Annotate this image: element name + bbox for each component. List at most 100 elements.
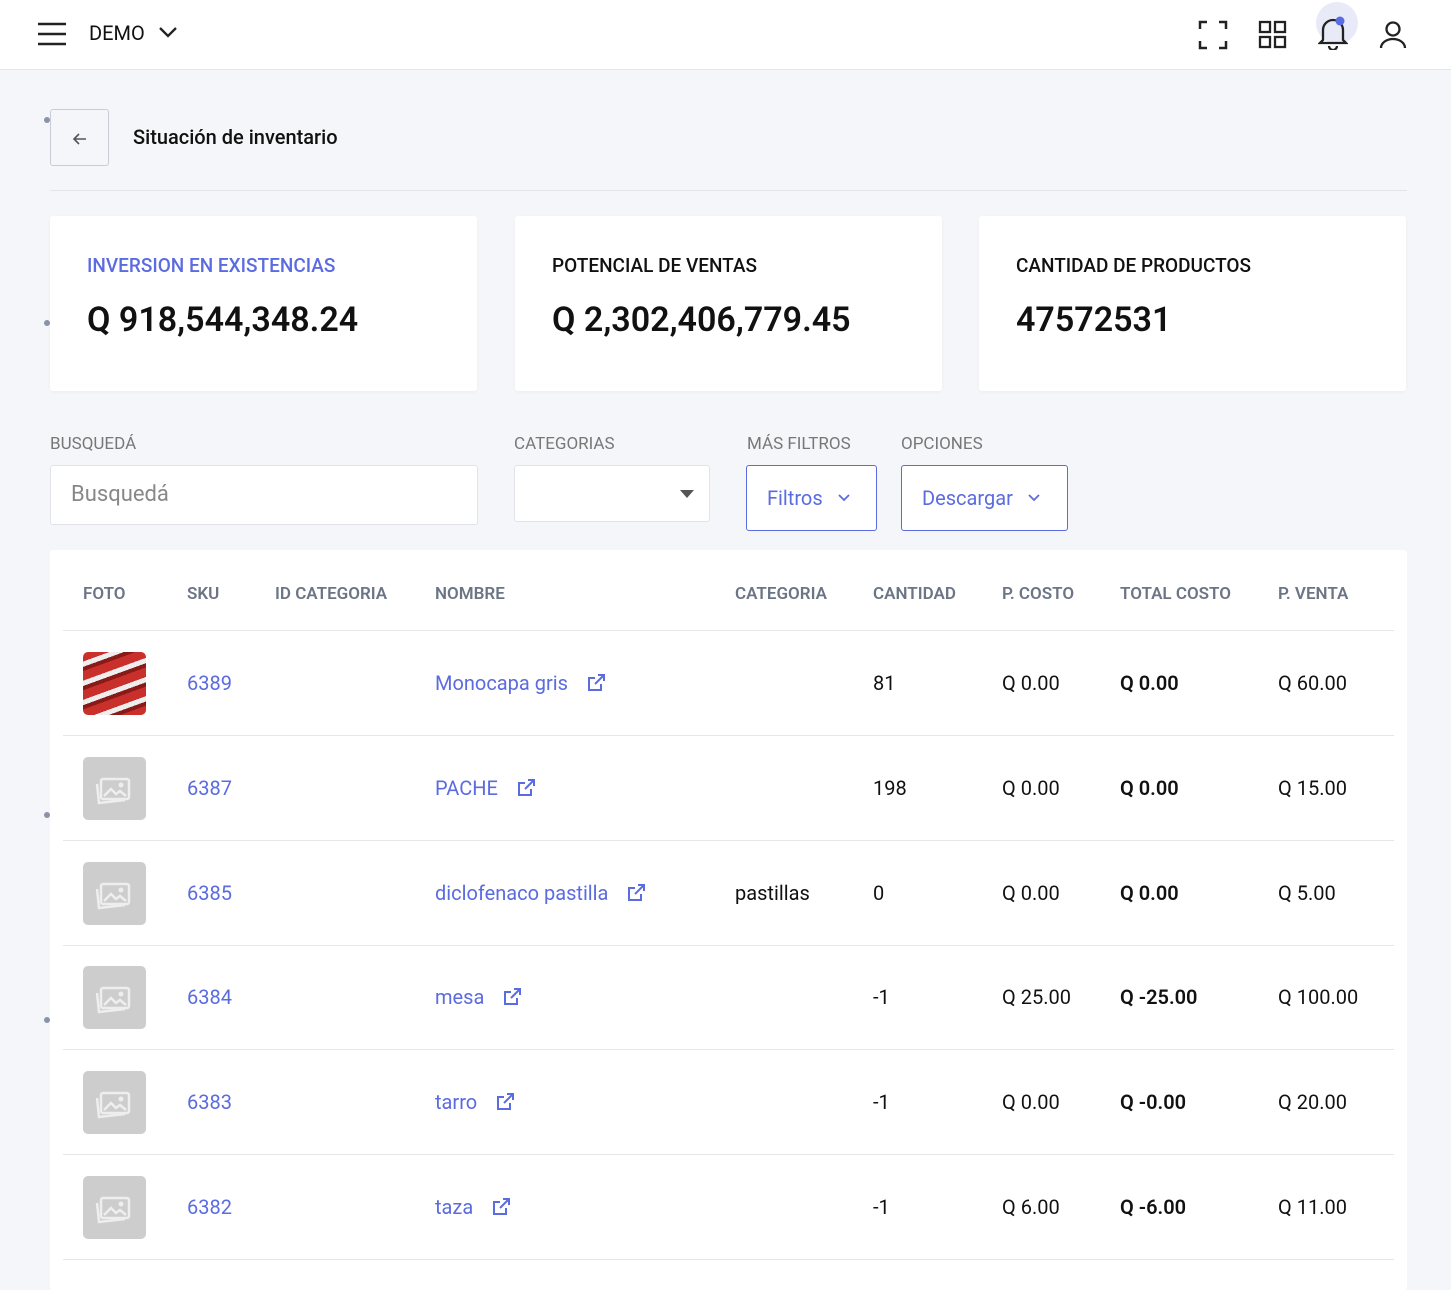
fullscreen-icon[interactable] bbox=[1198, 20, 1228, 50]
cell-text: pastillas bbox=[735, 880, 810, 905]
cell-p-venta: Q 15.00 bbox=[1278, 776, 1347, 800]
back-button[interactable] bbox=[50, 109, 109, 166]
cell-total-costo: Q -0.00 bbox=[1120, 1090, 1186, 1114]
external-link-icon[interactable] bbox=[495, 1092, 515, 1112]
cell-p-venta: Q 20.00 bbox=[1278, 1090, 1347, 1114]
cell-text: 6385 bbox=[187, 880, 232, 905]
cell-cantidad: -1 bbox=[873, 985, 890, 1009]
external-link-icon[interactable] bbox=[626, 883, 646, 903]
column-header: TOTAL COSTO bbox=[1120, 584, 1231, 604]
cell-text: Q 0.00 bbox=[1002, 880, 1060, 905]
cell-total-costo: Q 0.00 bbox=[1120, 671, 1179, 695]
cell-nombre[interactable]: Monocapa gris bbox=[435, 671, 606, 695]
cell-sku[interactable]: 6385 bbox=[187, 881, 232, 905]
cell-text: mesa bbox=[435, 985, 485, 1010]
filter-label: BUSQUEDÁ bbox=[50, 434, 137, 454]
menu-icon[interactable] bbox=[36, 20, 68, 48]
column-header: P. VENTA bbox=[1278, 584, 1349, 604]
cell-categoria: pastillas bbox=[735, 881, 810, 905]
row-line bbox=[63, 735, 1394, 736]
top-bar: DEMO bbox=[0, 0, 1451, 70]
column-header: FOTO bbox=[83, 584, 126, 604]
chevron[interactable] bbox=[158, 24, 178, 40]
cell-cantidad: -1 bbox=[873, 1195, 890, 1219]
row-line bbox=[63, 1049, 1394, 1051]
external-link-icon[interactable] bbox=[586, 673, 606, 693]
filters-button[interactable]: Filtros bbox=[746, 465, 877, 531]
inventory-table: FOTO SKU ID CATEGORIA NOMBRE CATEGORIA CANTID… bbox=[50, 550, 1407, 1290]
column-header: NOMBRE bbox=[435, 584, 505, 604]
cell-text: 198 bbox=[873, 775, 907, 800]
cell-cantidad: 0 bbox=[873, 881, 884, 905]
card-value: Q 2,302,406,779.45 bbox=[552, 300, 851, 340]
stat-card: CANTIDAD DE PRODUCTOS 47572531 bbox=[979, 216, 1406, 391]
cell-sku[interactable]: 6382 bbox=[187, 1195, 232, 1219]
cell-text: Q 15.00 bbox=[1278, 775, 1347, 800]
cell-text: Q 0.00 bbox=[1002, 1090, 1060, 1115]
cell-sku[interactable]: 6387 bbox=[187, 776, 232, 800]
product-photo bbox=[83, 966, 146, 1030]
cell-text: Q 20.00 bbox=[1278, 1090, 1347, 1115]
cell-text: 6389 bbox=[187, 671, 232, 695]
dot bbox=[44, 812, 50, 818]
row-line bbox=[63, 839, 1394, 841]
cell-sku[interactable]: 6383 bbox=[187, 1090, 232, 1114]
cell-nombre[interactable]: mesa bbox=[435, 985, 522, 1009]
column-header: CANTIDAD bbox=[873, 584, 956, 604]
cell-text: 6387 bbox=[187, 775, 232, 800]
cell-text: Q 5.00 bbox=[1278, 880, 1336, 905]
page-title: Situación de inventario bbox=[133, 125, 338, 149]
cell-text: 6382 bbox=[187, 1195, 232, 1219]
external-link-icon[interactable] bbox=[502, 987, 522, 1007]
cell-p-costo: Q 0.00 bbox=[1002, 671, 1060, 695]
cell-text: 6384 bbox=[187, 985, 232, 1010]
user-icon[interactable] bbox=[1378, 20, 1408, 50]
card-value: Q 918,544,348.24 bbox=[87, 300, 359, 340]
cell-text: tarro bbox=[435, 1090, 478, 1115]
cell-p-costo: Q 25.00 bbox=[1002, 985, 1071, 1009]
cell-text: Q 0.00 bbox=[1002, 775, 1060, 800]
cell-p-costo: Q 0.00 bbox=[1002, 881, 1060, 905]
cell-text: 81 bbox=[873, 671, 896, 695]
column-header: P. COSTO bbox=[1002, 584, 1075, 604]
download-button[interactable]: Descargar bbox=[901, 465, 1068, 531]
filter-label: CATEGORIAS bbox=[514, 434, 615, 454]
external-link-icon[interactable] bbox=[516, 778, 536, 798]
cell-text: Monocapa gris bbox=[435, 671, 568, 695]
cell-text: taza bbox=[435, 1195, 474, 1219]
apps-icon[interactable] bbox=[1258, 20, 1288, 50]
product-photo bbox=[83, 1071, 146, 1135]
cell-text: Q 25.00 bbox=[1002, 985, 1071, 1010]
cell-cantidad: 198 bbox=[873, 776, 907, 800]
cell-p-venta: Q 60.00 bbox=[1278, 671, 1347, 695]
button-text: Descargar bbox=[922, 486, 1013, 510]
cell-text: 0 bbox=[873, 880, 885, 905]
row-line bbox=[63, 1259, 1394, 1260]
product-photo bbox=[83, 1176, 146, 1239]
search-input[interactable]: Busquedá bbox=[50, 465, 478, 525]
cell-nombre[interactable]: diclofenaco pastilla bbox=[435, 881, 646, 905]
cell-text: Q 60.00 bbox=[1278, 671, 1347, 695]
row-line bbox=[63, 1154, 1394, 1156]
cell-nombre[interactable]: taza bbox=[435, 1195, 511, 1219]
category-select[interactable] bbox=[514, 465, 710, 522]
column-header: ID CATEGORIA bbox=[275, 584, 388, 604]
bell-icon[interactable] bbox=[1318, 16, 1348, 50]
cell-sku[interactable]: 6384 bbox=[187, 985, 232, 1009]
cell-p-venta: Q 5.00 bbox=[1278, 881, 1336, 905]
cell-nombre[interactable]: PACHE bbox=[435, 776, 536, 800]
button-text: Filtros bbox=[767, 486, 823, 510]
cell-nombre[interactable]: tarro bbox=[435, 1090, 515, 1114]
cell-text: -1 bbox=[873, 985, 890, 1010]
cell-sku[interactable]: 6389 bbox=[187, 671, 232, 695]
cell-cantidad: -1 bbox=[873, 1090, 890, 1114]
brand[interactable]: DEMO bbox=[89, 21, 145, 45]
cell-p-venta: Q 11.00 bbox=[1278, 1195, 1347, 1219]
cell-total-costo: Q 0.00 bbox=[1120, 881, 1179, 905]
cell-text: Q 100.00 bbox=[1278, 985, 1359, 1010]
cell-text: -1 bbox=[873, 1195, 890, 1219]
cell-text: Q -6.00 bbox=[1120, 1195, 1187, 1219]
cell-text: Q 11.00 bbox=[1278, 1195, 1347, 1219]
external-link-icon[interactable] bbox=[491, 1197, 511, 1217]
